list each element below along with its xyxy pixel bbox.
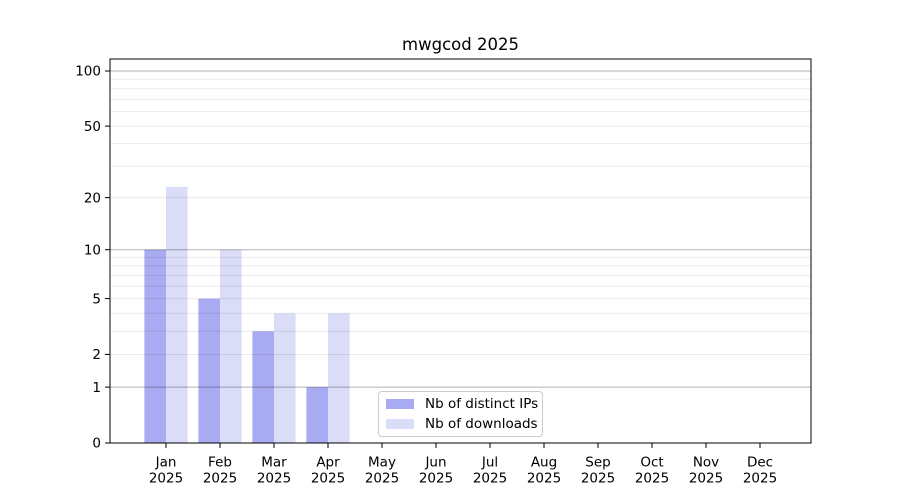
x-axis-tick-label: Oct 2025	[635, 455, 669, 487]
x-axis-tick-label: Aug 2025	[527, 455, 561, 487]
chart-title: mwgcod 2025	[402, 35, 519, 54]
y-axis-tick-label: 1	[92, 380, 101, 396]
legend-swatch-distinct-ips	[386, 398, 414, 409]
plot-frame	[109, 58, 812, 444]
bar-distinct-ips-1	[198, 298, 220, 443]
y-axis-tick-label: 100	[75, 64, 101, 80]
legend-label-downloads: Nb of downloads	[425, 416, 538, 433]
legend-entry-distinct-ips: Nb of distinct IPs	[386, 395, 542, 413]
x-axis-tick-label: May 2025	[365, 455, 399, 487]
x-axis-tick-label: Jul 2025	[473, 455, 507, 487]
bar-downloads-3	[328, 313, 350, 443]
bar-downloads-2	[274, 313, 296, 443]
x-axis-tick-label: Sep 2025	[581, 455, 615, 487]
bar-distinct-ips-0	[144, 249, 166, 443]
y-axis-tick-label: 10	[84, 242, 101, 258]
x-axis-tick-label: Feb 2025	[203, 455, 237, 487]
legend-label-distinct-ips: Nb of distinct IPs	[425, 395, 539, 412]
x-axis-tick-label: Jun 2025	[419, 455, 453, 487]
legend-entry-downloads: Nb of downloads	[386, 415, 542, 433]
legend: Nb of distinct IPs Nb of downloads	[378, 391, 543, 437]
bar-distinct-ips-3	[306, 387, 328, 443]
y-axis-tick-label: 5	[92, 291, 101, 307]
x-axis-tick-label: Mar 2025	[257, 455, 291, 487]
y-axis-tick-label: 20	[84, 190, 101, 206]
y-axis-tick-label: 0	[92, 436, 101, 452]
x-axis-tick-label: Nov 2025	[689, 455, 723, 487]
bar-distinct-ips-2	[252, 331, 274, 443]
x-axis-tick-label: Apr 2025	[311, 455, 345, 487]
x-axis-tick-label: Jan 2025	[149, 455, 183, 487]
bar-downloads-1	[220, 249, 242, 443]
y-axis-tick-label: 2	[92, 347, 101, 363]
bar-downloads-0	[166, 186, 188, 443]
y-axis-tick-label: 50	[84, 119, 101, 135]
legend-swatch-downloads	[386, 419, 414, 430]
x-axis-tick-label: Dec 2025	[743, 455, 777, 487]
